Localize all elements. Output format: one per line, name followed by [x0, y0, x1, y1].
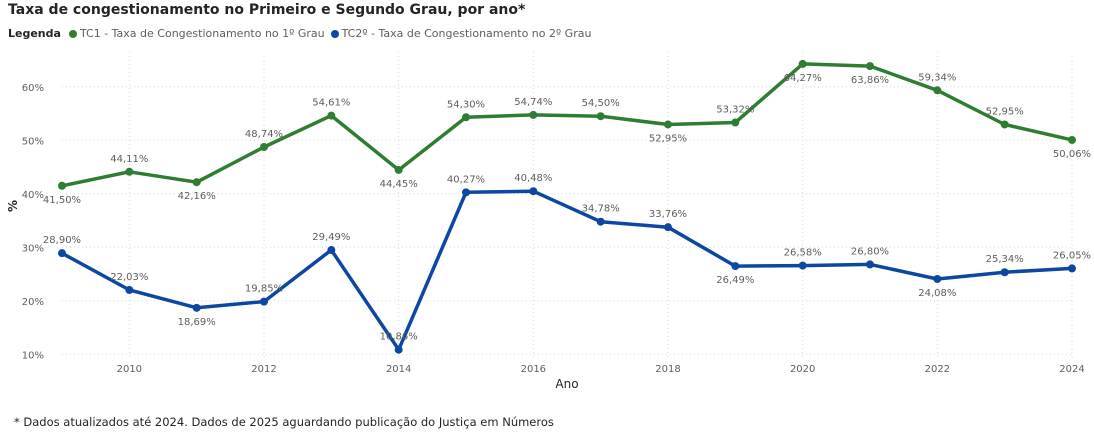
data-label-1: 52,95%	[986, 106, 1024, 117]
data-point-1	[596, 112, 605, 121]
y-tick-label: 30%	[22, 243, 44, 254]
data-point-2	[798, 261, 807, 270]
data-label-2: 26,58%	[784, 248, 822, 259]
data-label-2: 18,69%	[178, 317, 216, 328]
x-tick-label: 2022	[925, 364, 950, 375]
data-label-1: 44,45%	[380, 179, 418, 190]
data-label-2: 10,86%	[380, 332, 418, 343]
data-label-2: 33,76%	[649, 209, 687, 220]
data-label-1: 54,74%	[514, 97, 552, 108]
y-tick-label: 60%	[22, 83, 44, 94]
data-point-1	[798, 59, 807, 68]
legend-label-tc2: TC2º - Taxa de Congestionamento no 2º Gr…	[341, 27, 592, 40]
data-point-1	[125, 167, 134, 176]
line-chart: 10% 20% 30% 40% 50% 60% 2010 2012 2014 2016 2018 20…	[6, 52, 1091, 391]
data-point-2	[1000, 268, 1009, 277]
data-point-2	[731, 262, 740, 271]
data-label-2: 25,34%	[986, 254, 1024, 265]
data-label-2: 26,49%	[716, 275, 754, 286]
footnote: * Dados atualizados até 2024. Dados de 2…	[14, 415, 554, 429]
data-point-1	[731, 118, 740, 127]
x-tick-label: 2010	[117, 364, 142, 375]
data-point-2	[664, 223, 672, 232]
data-label-1: 54,30%	[447, 99, 485, 110]
series-line-1	[60, 62, 1074, 188]
x-tick-label: 2016	[521, 364, 546, 375]
data-label-1: 54,61%	[312, 98, 350, 109]
data-label-1: 64,27%	[784, 73, 822, 84]
data-label-2: 26,80%	[851, 246, 889, 257]
x-tick-label: 2012	[251, 364, 276, 375]
legend-entry-tc1[interactable]: TC1 - Taxa de Congestionamento no 1º Gra…	[68, 27, 325, 40]
data-point-2	[58, 249, 66, 258]
data-point-1	[1000, 120, 1009, 129]
data-label-1: 54,50%	[582, 98, 620, 109]
legend-heading: Legenda	[8, 27, 61, 40]
x-tick-label: 2020	[790, 364, 815, 375]
data-point-1	[529, 110, 538, 119]
data-label-1: 59,34%	[918, 72, 956, 83]
legend-entry-tc2[interactable]: TC2º - Taxa de Congestionamento no 2º Gr…	[330, 27, 592, 40]
legend-marker-tc2-icon	[330, 29, 339, 38]
data-point-2	[260, 297, 268, 306]
data-label-2: 24,08%	[918, 288, 956, 299]
y-tick-label: 40%	[22, 190, 44, 201]
x-tick-label: 2024	[1059, 364, 1084, 375]
data-label-2: 34,78%	[582, 204, 620, 215]
data-point-2	[462, 188, 470, 197]
data-point-2	[1068, 264, 1076, 273]
data-point-2	[394, 345, 403, 354]
data-label-2: 29,49%	[312, 232, 350, 243]
data-point-2	[596, 217, 605, 226]
data-label-2: 40,48%	[514, 173, 552, 184]
data-point-1	[664, 120, 672, 129]
y-tick-label: 10%	[22, 350, 44, 361]
data-point-2	[327, 246, 336, 255]
legend-label-tc1: TC1 - Taxa de Congestionamento no 1º Gra…	[79, 27, 325, 40]
data-label-1: 44,11%	[110, 154, 148, 165]
data-point-2	[529, 187, 538, 196]
data-point-2	[125, 285, 134, 294]
data-point-1	[260, 143, 268, 152]
data-label-2: 26,05%	[1053, 250, 1091, 261]
data-point-1	[327, 111, 336, 120]
data-label-2: 19,85%	[245, 284, 283, 295]
data-label-1: 53,32%	[716, 105, 754, 116]
legend: Legenda TC1 - Taxa de Congestionamento n…	[8, 27, 597, 40]
data-point-2	[866, 260, 874, 269]
y-tick-label: 50%	[22, 136, 44, 147]
data-point-1	[866, 62, 874, 71]
data-label-2: 40,27%	[447, 174, 485, 185]
y-axis-title: %	[6, 200, 20, 212]
data-point-1	[58, 181, 66, 190]
data-point-2	[933, 274, 942, 283]
data-point-2	[192, 303, 201, 312]
data-label-1: 50,06%	[1053, 149, 1091, 160]
legend-marker-tc1-icon	[68, 29, 77, 38]
chart-title: Taxa de congestionamento no Primeiro e S…	[8, 2, 526, 18]
data-point-1	[462, 113, 470, 122]
x-tick-label: 2018	[655, 364, 680, 375]
x-axis-title: Ano	[555, 377, 578, 391]
data-label-2: 22,03%	[110, 272, 148, 283]
y-tick-label: 20%	[22, 297, 44, 308]
data-point-1	[192, 178, 201, 187]
series-line-2	[60, 189, 1074, 352]
data-point-1	[1068, 135, 1076, 144]
data-point-1	[933, 86, 942, 95]
data-label-1: 63,86%	[851, 75, 889, 86]
data-label-1: 41,50%	[43, 195, 81, 206]
x-tick-label: 2014	[386, 364, 411, 375]
data-label-1: 48,74%	[245, 129, 283, 140]
data-label-2: 28,90%	[43, 235, 81, 246]
data-point-1	[394, 165, 403, 174]
data-label-1: 52,95%	[649, 133, 687, 144]
data-label-1: 42,16%	[178, 191, 216, 202]
